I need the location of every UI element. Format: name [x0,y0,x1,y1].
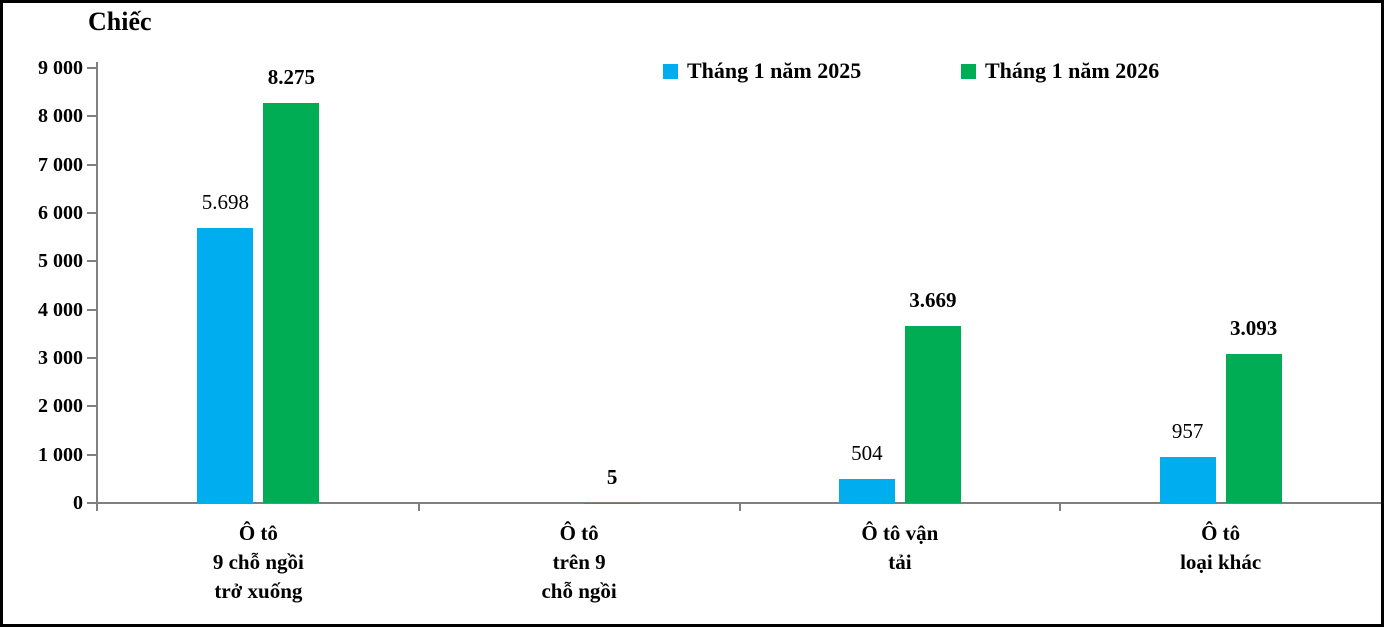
y-tick [87,67,96,69]
bar-value-label: 3.093 [1230,315,1278,340]
y-tick-label: 1 000 [38,443,83,466]
bar-value-label: 5.698 [201,189,249,214]
category-label: Ô tô 9 chỗ ngồi trở xuống [212,521,304,603]
x-tick [417,503,420,511]
y-tick [87,405,96,408]
legend: Tháng 1 năm 2025 Tháng 1 năm 2026 [3,58,1381,84]
bar-value-label: 3.669 [909,287,957,312]
legend-swatch-2026 [961,64,976,79]
y-tick-label: 5 000 [38,250,83,273]
y-axis-line [96,62,98,511]
bar-value-label: 5 [606,464,618,489]
y-tick [87,502,96,504]
legend-label-2025: Tháng 1 năm 2025 [687,58,862,83]
legend-item-2025: Tháng 1 năm 2025 [663,58,861,84]
y-tick-label: 0 [73,492,83,514]
y-tick-label: 4 000 [38,298,83,321]
bar-value-label: 504 [851,440,883,465]
y-tick [87,260,96,263]
y-tick [87,308,96,311]
bar-value-label: 957 [1171,418,1204,443]
y-tick-label: 6 000 [38,202,83,224]
bar-1-3 [1225,353,1282,503]
legend-item-2026: Tháng 1 năm 2026 [961,58,1159,84]
y-tick-label: 3 000 [38,347,83,369]
y-tick [87,212,96,214]
y-tick-label: 7 000 [38,153,83,176]
x-tick [1059,503,1062,511]
legend-label-2026: Tháng 1 năm 2026 [985,58,1160,83]
bar-1-0 [263,103,320,503]
y-tick [87,357,96,359]
legend-swatch-2025 [663,64,678,79]
bar-0-3 [1159,456,1216,503]
y-tick [87,115,96,118]
y-tick [87,453,96,456]
y-tick-label: 2 000 [38,395,83,418]
bar-0-0 [197,227,254,503]
bar-1-2 [904,325,961,503]
bar-0-2 [838,478,895,503]
y-tick [87,163,96,166]
category-label: Ô tô trên 9 chỗ ngồi [541,521,617,603]
x-tick [738,503,741,511]
category-label: Ô tô vận tải [861,521,939,574]
y-tick-label: 9 000 [38,57,83,79]
category-label: Ô tô loại khác [1180,521,1262,574]
bar-value-label: 8.275 [267,65,315,90]
y-tick-label: 8 000 [38,105,83,128]
y-axis-unit-label: Chiếc [88,7,152,36]
x-axis-line [88,502,1381,504]
